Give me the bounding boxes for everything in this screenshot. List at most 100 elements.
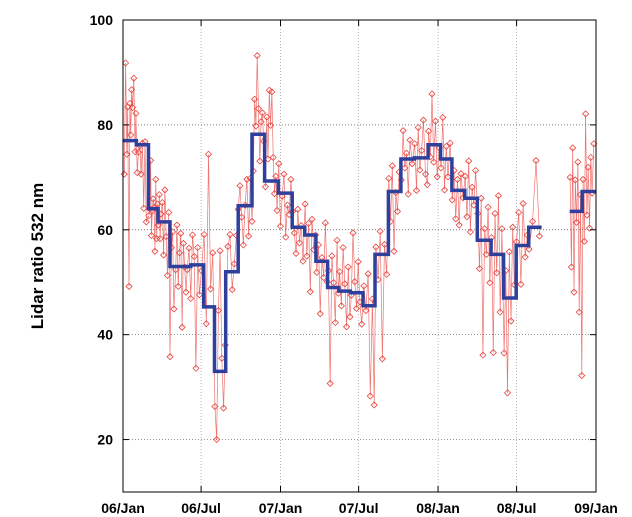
measurement-point (305, 219, 313, 228)
measurement-point (404, 190, 412, 198)
measurement-point (128, 104, 137, 112)
x-tick-label: 08/Jan (416, 500, 460, 516)
measurement-point (433, 173, 441, 181)
measurement-point (569, 144, 577, 152)
measurement-point (308, 215, 316, 223)
measurement-point (280, 170, 288, 178)
measurement-point (461, 172, 469, 180)
measurement-point (166, 353, 174, 361)
measurement-point (428, 90, 436, 98)
measurement-point (525, 245, 533, 253)
measurement-point (188, 231, 197, 239)
measurement-point (328, 252, 336, 260)
measurement-point (209, 249, 217, 257)
measurement-point (245, 232, 253, 240)
y-tick-label: 60 (97, 222, 113, 238)
measurement-point (275, 160, 283, 168)
measurement-point (211, 402, 219, 411)
measurement-point (213, 435, 221, 444)
y-axis-ticks: 20 40 60 80 100 (90, 12, 596, 448)
measurement-point (481, 225, 489, 233)
measurement-point (412, 186, 421, 195)
measurement-point (333, 236, 341, 244)
measurement-point (496, 308, 504, 316)
measurement-point (346, 313, 354, 321)
measurement-point (349, 229, 357, 237)
measurement-point (179, 239, 187, 247)
measurement-point (493, 269, 501, 277)
measurement-point (236, 182, 244, 190)
x-tick-label: 07/Jan (259, 500, 303, 516)
measurement-point (484, 203, 492, 211)
measurement-point (142, 218, 150, 226)
measurement-point (251, 95, 259, 103)
measurement-point (383, 270, 391, 278)
measurement-point (230, 260, 238, 268)
measurement-point (330, 279, 338, 287)
measurement-point (439, 113, 447, 122)
grid-lines (123, 20, 596, 492)
measurement-point (354, 258, 362, 266)
measurement-point (414, 123, 422, 132)
measurement-point (155, 191, 163, 199)
measurement-connector-line (569, 113, 595, 376)
measurement-point (292, 249, 300, 257)
measurement-point (521, 253, 529, 261)
measurement-point (125, 282, 133, 290)
measurement-point (503, 389, 512, 397)
monthly-mean-step (123, 132, 542, 374)
measurement-point (257, 118, 265, 126)
measurement-point (430, 158, 438, 166)
measurement-point (437, 164, 445, 172)
measurement-point (528, 217, 537, 225)
measurement-point (195, 291, 203, 299)
measurement-point (248, 217, 256, 225)
measurement-point (276, 222, 285, 230)
measurement-point (468, 183, 476, 191)
measurement-point (446, 139, 454, 147)
measurement-point (482, 250, 490, 258)
measurement-point (453, 175, 462, 183)
measurement-point (431, 117, 440, 125)
measurement-point (584, 163, 592, 171)
measurement-point (341, 280, 349, 288)
measurement-point (326, 379, 334, 388)
measurement-point (178, 323, 186, 331)
measurement-point (162, 233, 170, 241)
measurement-point (399, 127, 407, 135)
measurement-point (440, 186, 449, 194)
measurement-point (239, 241, 247, 249)
measurement-point (515, 208, 523, 217)
measurement-point (380, 240, 389, 249)
measurement-point (187, 294, 195, 303)
measurement-point (173, 221, 181, 229)
measurement-point (388, 162, 396, 170)
measurement-point (267, 121, 275, 129)
measurement-point (500, 349, 508, 357)
measurement-point (393, 207, 402, 215)
measurement-point (566, 173, 574, 181)
measurement-point (301, 200, 309, 208)
measurement-point (342, 323, 351, 331)
measurement-point (570, 288, 578, 296)
measurement-point (364, 270, 372, 278)
measurement-point (130, 74, 138, 82)
measurement-point (204, 150, 213, 158)
measurement-point (402, 149, 411, 157)
measurement-point (489, 348, 497, 357)
measurement-point (273, 206, 281, 214)
measurement-point (408, 160, 416, 168)
measurement-point (336, 268, 344, 276)
measurement-point (455, 221, 463, 229)
measurement-point (411, 140, 419, 148)
measurement-point (580, 237, 588, 245)
measurement-point (579, 175, 587, 183)
measurement-point (290, 229, 298, 237)
measurement-point (406, 136, 414, 144)
measurement-point (578, 372, 586, 380)
measurement-point (190, 252, 198, 261)
measurement-point (571, 176, 579, 184)
measurement-point (156, 235, 164, 243)
measurement-point (477, 194, 485, 202)
measurement-points (120, 52, 598, 444)
